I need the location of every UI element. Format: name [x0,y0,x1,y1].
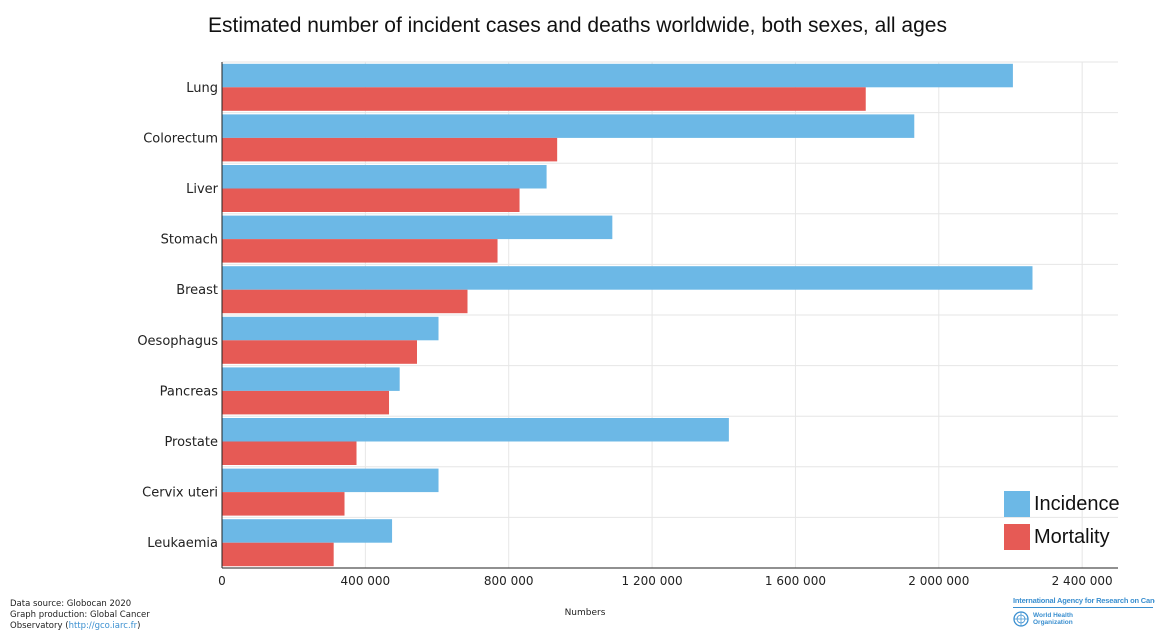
x-tick-label: 2 000 000 [908,574,969,588]
source-line-3: Observatory (http://gco.iarc.fr) [10,621,150,632]
iarc-logo-text: International Agency for Research on Can… [1013,596,1155,608]
x-axis-title: Numbers [564,608,606,618]
chart-title: Estimated number of incident cases and d… [208,14,947,37]
bar-mortality [222,87,866,111]
legend-label-mortality: Mortality [1034,525,1110,548]
legend-item-mortality: Mortality [1004,522,1120,552]
category-label: Pancreas [160,384,219,399]
bar-chart: 0 400 000 800 000 1 200 000 1 600 000 2 000 0… [137,61,1118,588]
bar-incidence [222,114,915,138]
bar-mortality [222,492,345,516]
who-logo: World Health Organization [1013,611,1153,627]
iarc-who-logo: International Agency for Research on Can… [1013,596,1155,627]
x-tick-label: 0 [218,574,226,588]
legend-swatch-mortality [1004,524,1030,550]
who-logo-text: World Health Organization [1033,612,1073,626]
bar-mortality [222,441,357,465]
x-tick-label: 2 400 000 [1052,574,1113,588]
x-tick-label: 400 000 [341,574,391,588]
category-label: Breast [176,283,218,298]
bar-incidence [222,468,439,493]
who-line-2: Organization [1033,619,1073,626]
category-label: Liver [186,182,219,197]
category-label: Lung [186,81,218,96]
source-line-3-suffix: ) [137,621,141,631]
legend-swatch-incidence [1004,491,1030,517]
source-line-1: Data source: Globocan 2020 [10,599,132,609]
x-tick-label: 1 600 000 [765,574,826,588]
source-link[interactable]: http://gco.iarc.fr [68,621,138,631]
axes [221,62,1118,569]
grid-lines [222,61,1118,569]
x-tick-label: 1 200 000 [622,574,683,588]
legend-item-incidence: Incidence [1004,489,1120,519]
data-source-note: Data source: Globocan 2020 Graph product… [10,599,150,632]
bars [222,63,1033,567]
bar-mortality [222,188,520,212]
bar-incidence [222,215,613,240]
bar-mortality [222,239,498,263]
bar-mortality [222,390,390,415]
category-label: Stomach [161,233,218,248]
bar-incidence [222,165,547,189]
bar-incidence [222,418,729,442]
bar-incidence [222,367,400,391]
category-label: Cervix uteri [142,486,218,501]
labels: 0 400 000 800 000 1 200 000 1 600 000 2 000 0… [137,81,1112,588]
category-label: Colorectum [143,131,218,146]
bar-incidence [222,316,439,341]
bar-mortality [222,137,558,162]
bar-incidence [222,519,393,543]
category-label: Oesophagus [137,334,218,349]
legend: Incidence Mortality [1004,489,1120,555]
bar-incidence [222,63,1013,88]
bar-incidence [222,266,1033,290]
category-label: Leukaemia [147,536,218,551]
bar-mortality [222,289,468,314]
who-line-1: World Health [1033,612,1073,619]
who-emblem-icon [1013,611,1029,627]
bar-mortality [222,542,334,567]
x-tick-label: 800 000 [484,574,534,588]
legend-label-incidence: Incidence [1034,492,1120,515]
source-line-2: Graph production: Global Cancer [10,610,150,620]
source-line-3-prefix: Observatory ( [10,621,69,631]
bar-mortality [222,340,417,364]
category-label: Prostate [164,435,218,450]
